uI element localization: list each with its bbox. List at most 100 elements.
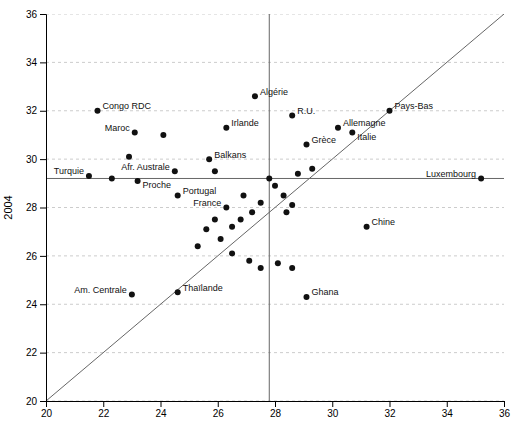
y-tick-label: 28 xyxy=(26,202,38,213)
point xyxy=(249,209,255,215)
point-labels: Congo RDCMarocIrlandeAlgérieR.U.Allemagn… xyxy=(54,87,476,298)
y-tick: 30 xyxy=(26,154,46,165)
point-label: Pays-Bas xyxy=(395,101,434,111)
x-tick-mark xyxy=(447,401,448,407)
point xyxy=(218,236,224,242)
y-axis-title: 2004 xyxy=(2,195,14,219)
point-label: Turquie xyxy=(54,166,84,176)
grid-line xyxy=(46,14,504,15)
point-label: Afr. Australe xyxy=(121,162,170,172)
point xyxy=(349,130,355,136)
point xyxy=(289,113,295,119)
point-label: Italie xyxy=(357,132,376,142)
point-label: Allemagne xyxy=(343,118,386,128)
y-tick-label: 26 xyxy=(26,251,38,262)
reference-vline xyxy=(269,14,270,401)
y-tick-label: 22 xyxy=(26,347,38,358)
point xyxy=(129,292,135,298)
point xyxy=(229,224,235,230)
marks xyxy=(46,14,504,401)
point-label: Algérie xyxy=(260,87,288,97)
x-tick-mark xyxy=(332,401,333,407)
x-tick-label: 28 xyxy=(270,408,282,419)
x-tick-label: 34 xyxy=(442,408,454,419)
x-tick: 26 xyxy=(213,401,225,419)
x-tick: 24 xyxy=(155,401,167,419)
point xyxy=(212,217,218,223)
x-tick-mark xyxy=(390,401,391,407)
y-tick: 34 xyxy=(26,57,46,68)
point-label: Balkans xyxy=(214,150,247,160)
point xyxy=(295,171,301,177)
y-tick-label: 34 xyxy=(26,57,38,68)
point xyxy=(212,168,218,174)
point xyxy=(335,125,341,131)
point xyxy=(175,289,181,295)
x-axis: 202224262830323436 xyxy=(41,401,511,419)
plot-area: 2022242628303234362022242628303234362004… xyxy=(2,9,510,419)
y-axis: 202224262830323436 xyxy=(26,9,47,407)
x-tick: 28 xyxy=(270,401,282,419)
y-tick-label: 30 xyxy=(26,154,38,165)
grid-line xyxy=(46,159,504,160)
point xyxy=(86,173,92,179)
point xyxy=(258,200,264,206)
y-axis-line xyxy=(40,15,47,402)
grid-line xyxy=(46,401,504,402)
x-tick-mark xyxy=(275,401,276,407)
x-tick-label: 24 xyxy=(155,408,167,419)
point xyxy=(289,202,295,208)
y-tick: 22 xyxy=(26,347,46,358)
point xyxy=(132,130,138,136)
point-label: Grèce xyxy=(311,135,336,145)
point xyxy=(272,183,278,189)
point xyxy=(195,243,201,249)
y-tick: 24 xyxy=(26,299,46,310)
point-label: R.U. xyxy=(297,106,315,116)
point xyxy=(203,226,209,232)
point xyxy=(252,93,258,99)
point xyxy=(309,166,315,172)
point xyxy=(478,175,484,181)
point xyxy=(246,258,252,264)
point xyxy=(126,154,132,160)
y-tick: 32 xyxy=(26,105,46,116)
grid-line xyxy=(46,304,504,305)
y-tick-mark xyxy=(40,111,46,112)
point xyxy=(387,108,393,114)
y-tick-label: 32 xyxy=(26,105,38,116)
point xyxy=(175,192,181,198)
y-grid xyxy=(46,14,504,401)
y-tick-mark xyxy=(40,256,46,257)
x-tick: 34 xyxy=(442,401,454,419)
y-tick: 28 xyxy=(26,202,46,213)
point-label: France xyxy=(193,198,221,208)
point xyxy=(95,108,101,114)
y-tick-mark xyxy=(40,401,46,402)
point xyxy=(160,132,166,138)
point xyxy=(135,178,141,184)
point-label: Portugal xyxy=(183,186,217,196)
point xyxy=(364,224,370,230)
chart-container: 2022242628303234362022242628303234362004… xyxy=(0,0,522,429)
point-label: Proche xyxy=(143,180,172,190)
point-label: Irlande xyxy=(231,118,259,128)
point xyxy=(109,175,115,181)
x-tick-mark xyxy=(161,401,162,407)
point xyxy=(238,217,244,223)
grid-line xyxy=(46,255,504,256)
point xyxy=(172,168,178,174)
point xyxy=(266,175,272,181)
y-tick-mark xyxy=(40,62,46,63)
y-tick-mark xyxy=(40,304,46,305)
x-tick-mark xyxy=(504,401,505,407)
x-tick: 30 xyxy=(327,401,339,419)
x-tick-label: 30 xyxy=(327,408,339,419)
point xyxy=(241,192,247,198)
grid-line xyxy=(46,352,504,353)
point-label: Ghana xyxy=(311,287,338,297)
point xyxy=(223,205,229,211)
x-tick: 32 xyxy=(384,401,396,419)
point xyxy=(229,250,235,256)
x-tick: 22 xyxy=(98,401,110,419)
